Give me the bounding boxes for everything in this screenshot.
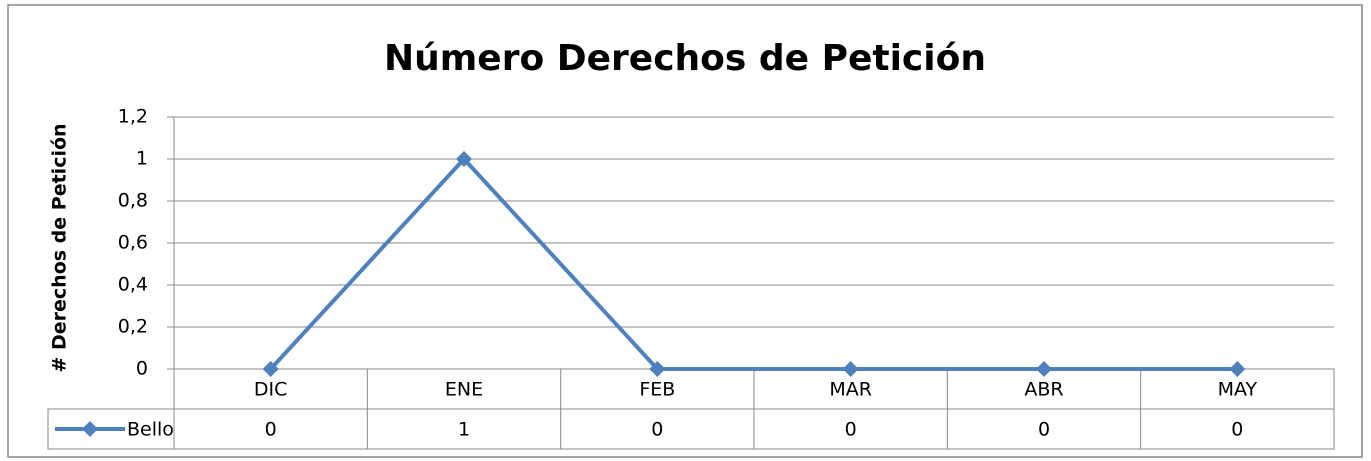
data-table-value: 0 bbox=[265, 419, 277, 441]
x-tick-label: FEB bbox=[639, 379, 675, 401]
y-tick-label: 0 bbox=[136, 358, 148, 380]
marker bbox=[456, 151, 472, 167]
data-table-value: 0 bbox=[651, 419, 663, 441]
data-table-value: 0 bbox=[1231, 419, 1243, 441]
y-tick-label: 1,2 bbox=[118, 106, 148, 128]
x-tick-label: DIC bbox=[254, 379, 288, 401]
y-axis-label: # Derechos de Petición bbox=[49, 123, 71, 372]
chart-frame bbox=[7, 4, 1363, 458]
x-tick-label: MAY bbox=[1218, 379, 1258, 401]
legend-marker bbox=[82, 421, 98, 437]
data-table-value: 1 bbox=[458, 419, 470, 441]
series-line bbox=[269, 157, 1238, 371]
y-tick-label: 0,4 bbox=[118, 274, 148, 296]
chart-title: Número Derechos de Petición bbox=[384, 38, 986, 79]
marker bbox=[842, 361, 859, 377]
y-tick-label: 0,8 bbox=[118, 190, 148, 212]
legend-label: Bello bbox=[127, 419, 174, 441]
data-table-value: 0 bbox=[1038, 419, 1050, 441]
data-table-value: 0 bbox=[845, 419, 857, 441]
y-tick-label: 0,2 bbox=[118, 316, 148, 338]
marker bbox=[262, 361, 279, 377]
x-tick-label: ABR bbox=[1024, 379, 1063, 401]
marker bbox=[1229, 361, 1246, 377]
x-tick-label: ENE bbox=[445, 379, 483, 401]
x-tick-label: MAR bbox=[829, 379, 872, 401]
y-tick-label: 0,6 bbox=[118, 232, 148, 254]
marker bbox=[649, 361, 666, 377]
y-tick-label: 1 bbox=[136, 148, 148, 170]
marker bbox=[1036, 361, 1052, 377]
